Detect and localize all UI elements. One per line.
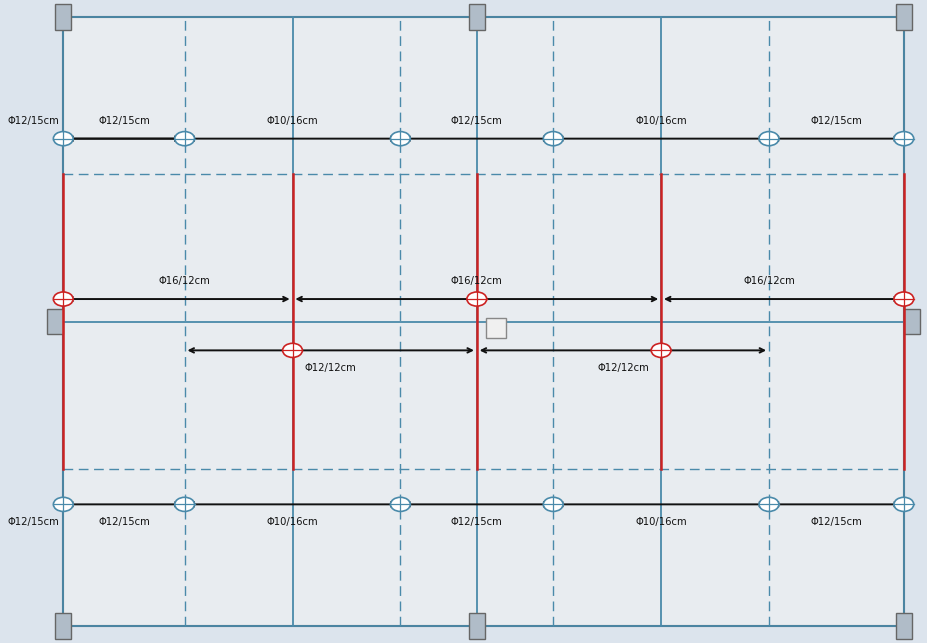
Text: Φ12/12cm: Φ12/12cm <box>597 363 649 374</box>
Text: Φ10/16cm: Φ10/16cm <box>267 116 318 125</box>
Circle shape <box>467 292 487 306</box>
Circle shape <box>894 497 914 511</box>
Bar <box>895 4 912 30</box>
Text: Φ10/16cm: Φ10/16cm <box>635 518 687 527</box>
Circle shape <box>54 292 73 306</box>
Text: Φ12/15cm: Φ12/15cm <box>451 116 502 125</box>
Circle shape <box>543 497 563 511</box>
Text: Φ12/15cm: Φ12/15cm <box>810 518 862 527</box>
Bar <box>47 309 63 334</box>
Circle shape <box>174 132 195 146</box>
Text: Φ12/15cm: Φ12/15cm <box>98 116 150 125</box>
Circle shape <box>54 132 73 146</box>
Text: Φ16/12cm: Φ16/12cm <box>743 276 794 286</box>
Text: Φ12/15cm: Φ12/15cm <box>7 116 58 125</box>
Bar <box>486 318 505 338</box>
Circle shape <box>651 343 671 358</box>
Text: Φ12/15cm: Φ12/15cm <box>98 518 150 527</box>
Bar <box>56 613 71 639</box>
Circle shape <box>759 132 779 146</box>
Text: Φ16/12cm: Φ16/12cm <box>451 276 502 286</box>
Bar <box>56 4 71 30</box>
Bar <box>469 4 485 30</box>
Circle shape <box>390 132 411 146</box>
Circle shape <box>543 132 563 146</box>
Circle shape <box>390 497 411 511</box>
Text: Φ10/16cm: Φ10/16cm <box>267 518 318 527</box>
Circle shape <box>174 497 195 511</box>
Text: Φ12/15cm: Φ12/15cm <box>451 518 502 527</box>
Circle shape <box>759 497 779 511</box>
Text: Φ16/12cm: Φ16/12cm <box>159 276 210 286</box>
Text: Φ12/12cm: Φ12/12cm <box>305 363 357 374</box>
Bar <box>895 613 912 639</box>
Text: Φ12/15cm: Φ12/15cm <box>7 518 58 527</box>
Bar <box>469 613 485 639</box>
Text: Φ12/15cm: Φ12/15cm <box>810 116 862 125</box>
Circle shape <box>54 497 73 511</box>
Text: Φ10/16cm: Φ10/16cm <box>635 116 687 125</box>
Bar <box>904 309 920 334</box>
Circle shape <box>894 292 914 306</box>
Circle shape <box>283 343 302 358</box>
Circle shape <box>894 132 914 146</box>
